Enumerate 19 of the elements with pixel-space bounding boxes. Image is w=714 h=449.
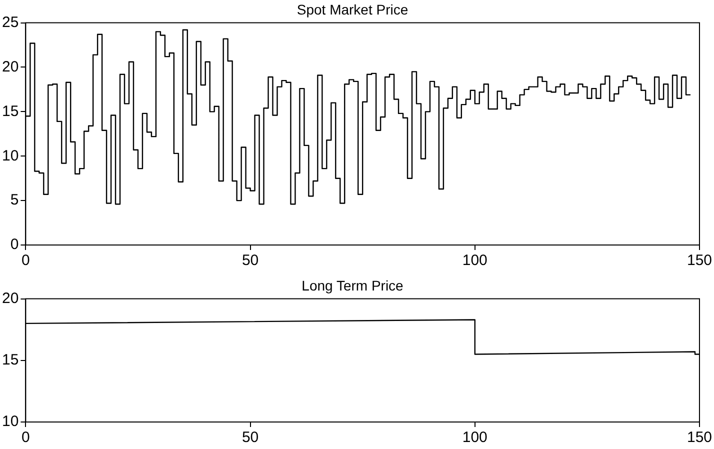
chart-title: Spot Market Price bbox=[296, 1, 408, 18]
y-tick-label: 5 bbox=[10, 192, 19, 209]
x-tick-label: 50 bbox=[242, 252, 259, 270]
y-tick-label: 10 bbox=[2, 147, 19, 164]
y-tick-label: 15 bbox=[2, 352, 19, 369]
y-tick-label: 25 bbox=[2, 14, 19, 31]
x-tick-label: 150 bbox=[686, 252, 712, 270]
x-tick-label: 100 bbox=[462, 429, 488, 446]
y-tick-label: 0 bbox=[10, 236, 19, 254]
y-tick-label: 20 bbox=[2, 58, 19, 76]
y-tick-label: 20 bbox=[2, 290, 19, 307]
y-tick-label: 15 bbox=[2, 102, 19, 120]
x-tick-label: 100 bbox=[462, 252, 488, 270]
x-tick-label: 0 bbox=[22, 429, 30, 446]
x-tick-label: 50 bbox=[242, 429, 259, 446]
x-tick-label: 150 bbox=[686, 429, 712, 446]
chart-title: Long Term Price bbox=[302, 277, 404, 294]
x-tick-label: 0 bbox=[22, 252, 30, 270]
y-tick-label: 10 bbox=[2, 413, 19, 430]
